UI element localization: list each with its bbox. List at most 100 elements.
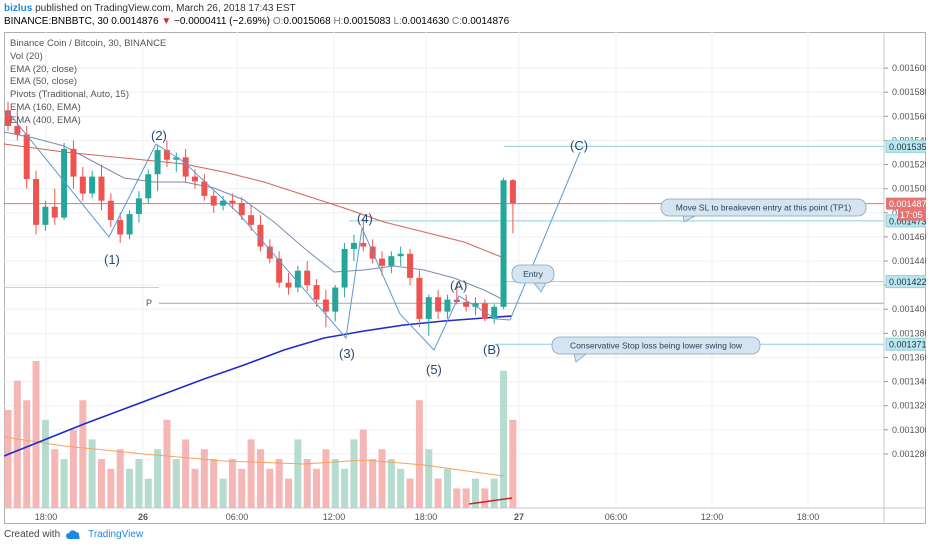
- candle-down: [107, 200, 114, 221]
- price-chart[interactable]: P (1) (2) (3) (4) (5) (A) (B) (C) Move SL to br…: [4, 32, 926, 524]
- candles: [5, 101, 516, 336]
- candle-up: [61, 148, 68, 218]
- horizontal-levels: P: [4, 145, 884, 345]
- volume-bar: [397, 468, 405, 508]
- volume-bar: [490, 478, 498, 508]
- candle-down: [51, 206, 58, 218]
- time-tick-label: 06:00: [605, 512, 628, 522]
- candle-up: [472, 303, 479, 307]
- note-text: Conservative Stop loss being lower swing…: [570, 341, 743, 351]
- volume-bar: [191, 468, 199, 508]
- note-box: [660, 198, 867, 217]
- volume-trend-line: [468, 497, 513, 505]
- candle-up: [500, 180, 507, 307]
- candle-down: [192, 176, 198, 182]
- candle-down: [33, 179, 40, 225]
- level-tag: [885, 139, 926, 153]
- legend-vol[interactable]: Vol (20): [10, 50, 43, 62]
- volume-bar: [13, 380, 21, 508]
- level-tag: [885, 337, 926, 351]
- volume-bar: [116, 449, 124, 508]
- ema20-line: [4, 131, 505, 301]
- volume-bar: [500, 370, 508, 508]
- candle-down: [210, 195, 217, 206]
- volume-bar: [247, 439, 255, 508]
- volume-bar: [481, 488, 489, 508]
- wave-label: (C): [570, 138, 588, 153]
- volume-bar: [182, 439, 190, 508]
- candle-down: [313, 285, 320, 300]
- note-pointer: [533, 282, 547, 293]
- candle-up: [294, 270, 301, 288]
- price-tick-label: 0.0014600: [892, 232, 926, 242]
- candle-down: [70, 148, 77, 177]
- legend-symbol[interactable]: Binance Coin / Bitcoin, 30, BINANCE: [10, 38, 167, 49]
- time-tick-label: 27: [514, 512, 524, 522]
- volume-bar: [369, 459, 377, 508]
- volume-bar: [275, 459, 283, 508]
- volume-bar: [434, 478, 442, 508]
- tradingview-cloud-icon: [66, 529, 80, 539]
- legend-pivots[interactable]: Pivots (Traditional, Auto, 15): [10, 89, 129, 101]
- wave-label: (3): [339, 346, 355, 361]
- candle-up: [425, 297, 432, 319]
- volume-bar: [60, 459, 68, 508]
- tradingview-brand[interactable]: TradingView: [88, 529, 144, 540]
- price-tick-label: 0.0015600: [892, 111, 926, 121]
- grid: [4, 32, 884, 508]
- price-tick-label: 0.0014000: [892, 304, 926, 314]
- volume-bars: [4, 361, 517, 508]
- legend-ema50[interactable]: EMA (50, close): [10, 76, 78, 88]
- candle-down: [117, 220, 124, 235]
- time-tick-label: 06:00: [226, 512, 249, 522]
- candle-down: [182, 157, 189, 177]
- volume-bar: [98, 459, 105, 508]
- candle-up: [491, 306, 498, 319]
- created-with-label: Created with: [4, 529, 61, 540]
- volume-bar: [210, 459, 218, 508]
- time-tick-label: 18:00: [415, 512, 438, 522]
- volume-bar: [443, 468, 451, 508]
- legend-ema400[interactable]: EMA (400, EMA): [10, 114, 81, 126]
- annotations: Move SL to breakeven entry at this point…: [511, 198, 867, 363]
- candle-up: [154, 150, 161, 175]
- level-tag: [885, 275, 926, 289]
- candle-up: [388, 256, 395, 266]
- note-text: Move SL to breakeven entry at this point…: [676, 203, 852, 213]
- candle-down: [238, 203, 245, 216]
- volume-bar: [238, 468, 246, 508]
- candle-down: [435, 297, 442, 312]
- candle-down: [248, 215, 255, 225]
- volume-bar: [69, 429, 77, 508]
- price-tick-label: 0.0015000: [892, 184, 926, 194]
- volume-bar: [462, 488, 470, 508]
- volume-bar: [126, 468, 134, 508]
- publish-text: published on TradingView.com, March 26, …: [35, 3, 296, 14]
- volume-bar: [219, 478, 227, 508]
- note-text: Entry: [523, 269, 544, 279]
- volume-bar: [41, 419, 49, 508]
- volume-bar: [406, 478, 414, 508]
- volume-bar: [331, 459, 339, 508]
- moving-averages: [4, 131, 513, 457]
- candle-up: [220, 200, 227, 206]
- level-value: 0.0014733: [889, 216, 926, 226]
- candle-up: [126, 213, 133, 235]
- volume-bar: [294, 439, 302, 508]
- author-name[interactable]: bizlus: [4, 3, 33, 14]
- symbol-label: BINANCE:BNBBTC, 30: [4, 16, 109, 27]
- legend-ema20[interactable]: EMA (20, close): [10, 63, 78, 75]
- down-arrow-icon: ▼: [161, 16, 172, 27]
- ema50-line: [4, 143, 505, 259]
- volume-bar: [23, 400, 31, 508]
- legend-ema160[interactable]: EMA (160, EMA): [10, 101, 81, 113]
- candle-down: [257, 224, 264, 247]
- candle-down: [14, 125, 21, 135]
- level-value: 0.0014229: [889, 277, 926, 287]
- close-value: 0.0014876: [461, 16, 510, 27]
- close-label: C:: [451, 16, 462, 27]
- time-tick-label: 18:00: [35, 512, 58, 522]
- time-tick-label: 12:00: [323, 512, 346, 522]
- wave-label: (A): [450, 278, 467, 293]
- candle-up: [350, 242, 357, 249]
